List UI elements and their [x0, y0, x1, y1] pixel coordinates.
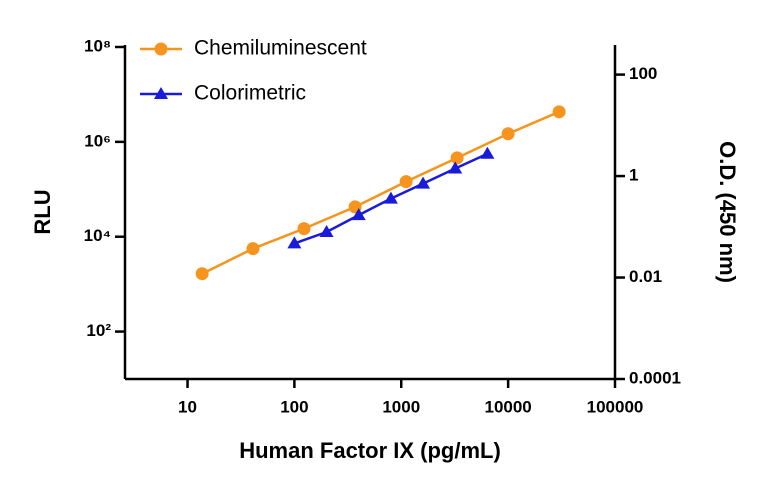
y2-tick-label: 0.01 [629, 267, 662, 286]
y2-tick-label: 1 [629, 166, 638, 185]
series-line [201, 110, 560, 275]
marker [246, 242, 260, 256]
x-tick-label: 10000 [484, 397, 531, 416]
y-axis-title: RLU [30, 189, 55, 234]
x-tick-label: 10 [178, 397, 197, 416]
legend-marker [154, 42, 168, 56]
y-tick-label: 10² [86, 321, 111, 340]
x-tick-label: 100 [280, 397, 308, 416]
marker [448, 161, 463, 174]
x-axis-title: Human Factor IX (pg/mL) [239, 438, 501, 463]
y2-tick-label: 100 [629, 64, 657, 83]
x-tick-label: 100000 [587, 397, 644, 416]
y-tick-label: 10⁸ [84, 36, 111, 55]
marker [552, 105, 566, 119]
legend-marker [154, 87, 168, 99]
marker [195, 267, 209, 281]
marker [297, 222, 311, 236]
marker [416, 176, 431, 189]
marker [383, 191, 398, 204]
marker [399, 175, 413, 189]
y-tick-label: 10⁶ [84, 131, 111, 150]
x-tick-label: 1000 [382, 397, 420, 416]
legend-label: Colorimetric [194, 82, 306, 105]
marker [351, 208, 366, 221]
marker [450, 151, 464, 165]
marker [287, 236, 302, 249]
y-tick-label: 10⁴ [84, 226, 111, 245]
y2-tick-label: 0.0001 [629, 368, 681, 387]
marker [319, 224, 334, 237]
legend-label: Chemiluminescent [194, 37, 367, 60]
y2-axis-title: O.D. (450 nm) [715, 141, 740, 283]
marker [501, 127, 515, 141]
marker [480, 146, 495, 159]
